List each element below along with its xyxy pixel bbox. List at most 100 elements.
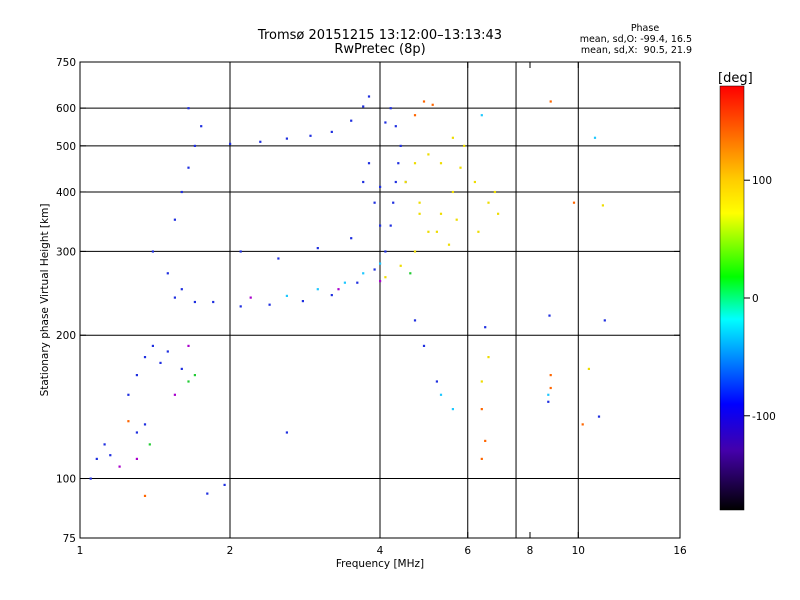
colorbar [719,85,745,511]
x-tick-label: 2 [227,545,234,557]
data-point [330,130,333,133]
data-point [143,356,147,359]
data-point [487,356,490,359]
data-points [89,95,606,497]
data-point [367,95,371,98]
data-point [413,114,417,117]
data-point [409,272,412,275]
y-tick-label: 75 [63,533,76,545]
data-point [135,457,138,460]
data-point [549,386,552,390]
data-point [173,218,176,221]
y-tick-label: 600 [56,103,76,115]
phase-stats-x: mean, sd,X: 90.5, 21.9 [581,45,692,56]
data-point [193,374,196,377]
data-point [547,393,550,396]
tick-labels: 1 2 4 6 8 10 16 75 100 200 300 400 500 600 750 [56,57,687,557]
colorbar-tick-label: 0 [752,293,759,305]
data-point [259,140,262,143]
data-point [89,477,92,480]
data-point [143,423,147,426]
plot-frame [79,61,681,539]
data-point [229,142,232,145]
data-point [463,144,466,147]
data-point [384,121,387,124]
data-point [180,288,183,291]
data-point [451,136,454,139]
data-point [601,204,604,207]
data-point [399,144,402,147]
grid-lines [80,62,680,538]
data-point [413,162,417,165]
data-point [309,134,312,137]
x-tick-label: 1 [77,545,84,557]
data-point [547,400,550,403]
data-point [316,288,319,291]
data-point [431,103,434,106]
data-point [473,180,476,184]
data-point [427,153,430,156]
data-point [239,305,242,308]
data-point [148,443,151,446]
data-point [373,201,376,204]
data-point [187,166,190,169]
data-point [127,393,130,396]
data-point [301,300,304,303]
data-point [593,136,597,139]
data-point [166,272,169,275]
data-point [392,201,395,204]
data-point [404,180,407,184]
data-point [362,105,365,108]
data-point [399,264,402,267]
data-point [413,319,417,322]
chart-title: Tromsø 20151215 13:12:00–13:13:43 [257,28,502,43]
data-point [151,250,154,253]
y-tick-label: 750 [56,57,76,69]
data-point [548,314,551,317]
data-point [389,107,392,110]
data-point [379,185,382,188]
y-axis-label: Stationary phase Virtual Height [km] [39,204,51,397]
data-point [151,344,154,347]
y-tick-label: 200 [56,330,76,342]
data-point [350,237,353,240]
data-point [549,100,552,103]
data-point [422,100,426,103]
data-point [422,344,426,347]
data-point [109,454,112,457]
data-point [350,119,353,122]
data-point [379,224,382,227]
data-point [603,319,606,322]
data-point [447,243,451,246]
data-point [439,162,443,165]
data-point [418,201,421,204]
data-point [484,439,487,442]
chart-subtitle: RwPretec (8p) [334,42,425,57]
x-tick-label: 8 [527,545,534,557]
phase-stats-heading: Phase [631,23,660,34]
y-tick-label: 300 [56,246,76,258]
data-point [379,262,382,265]
data-point [193,300,196,304]
data-point [572,201,576,204]
data-point [597,415,601,418]
data-point [480,408,483,411]
data-point [427,230,430,233]
data-point [95,457,98,460]
data-point [277,257,280,260]
x-tick-label: 10 [572,545,585,557]
data-point [249,296,252,299]
data-point [394,125,397,128]
data-point [439,393,443,396]
data-point [549,374,552,377]
colorbar-tick-label: -100 [752,411,776,423]
data-point [173,393,176,396]
colorbar-label: [deg] [718,71,753,86]
x-tick-label: 16 [673,545,687,557]
data-point [480,114,483,117]
data-point [362,180,365,184]
x-axis-label: Frequency [MHz] [336,558,424,570]
data-point [451,408,454,411]
data-point [397,162,400,165]
